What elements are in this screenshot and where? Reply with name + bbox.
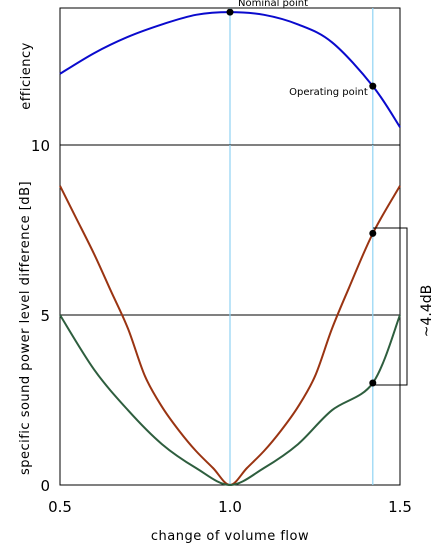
sound-curves [59,185,401,487]
sound-curve-1 [59,314,401,487]
x-tick-labels: 0.5 1.0 1.5 [48,498,412,516]
sound-panel: specific sound power level difference [d… [18,137,435,544]
sound-axis-label: specific sound power level difference [d… [18,181,33,475]
efficiency-point-label-1: Operating point [289,87,368,98]
x-tick-0.5: 0.5 [48,498,72,516]
efficiency-points: Nominal point Operating point [226,0,377,98]
difference-bracket [373,227,408,386]
sound-point-0 [369,229,377,237]
x-axis-label: change of volume flow [151,529,309,544]
y-tick-0: 0 [40,477,50,495]
x-tick-1.5: 1.5 [388,498,412,516]
efficiency-panel: efficiency Nominal point Operating point [19,0,401,146]
efficiency-vlines [229,8,374,145]
y-tick-10: 10 [31,137,50,155]
difference-annotation: ~4.4dB [419,285,435,338]
efficiency-axis-label: efficiency [19,42,34,110]
sound-vlines [229,145,374,485]
x-tick-1.0: 1.0 [218,498,242,516]
efficiency-point-1 [369,82,377,90]
y-tick-5: 5 [40,307,50,325]
efficiency-point-0 [226,8,234,16]
sound-curve-0 [59,185,401,487]
y-tick-labels: 0 5 10 [31,137,50,495]
efficiency-point-label-0: Nominal point [238,0,308,9]
